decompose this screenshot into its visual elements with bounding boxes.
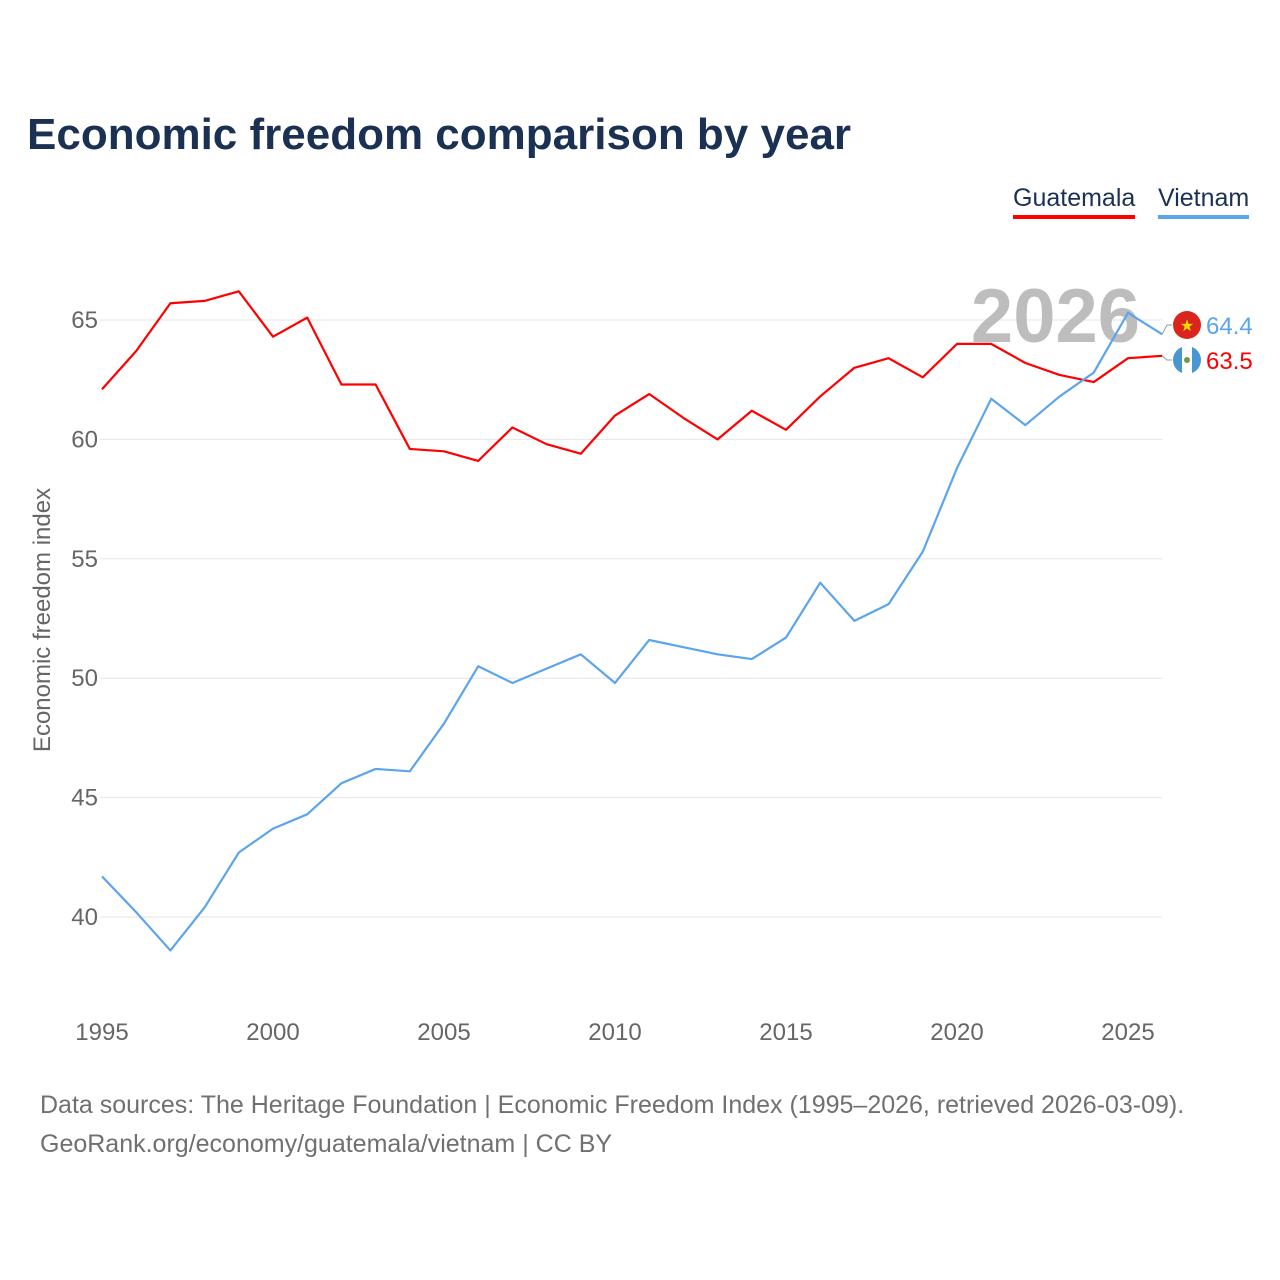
series-line-vietnam: [101, 311, 1163, 952]
end-connector: [1161, 324, 1172, 335]
vietnam-flag-icon: [1173, 311, 1201, 339]
year-watermark: 2026: [971, 274, 1140, 359]
end-connector: [1161, 355, 1172, 361]
x-tick-label: 1995: [75, 1019, 128, 1046]
x-tick-label: 2000: [246, 1019, 299, 1046]
end-value-label: 63.5: [1206, 348, 1253, 375]
y-tick-label: 45: [71, 785, 98, 812]
y-tick-label: 40: [71, 904, 98, 931]
x-tick-label: 2020: [930, 1019, 983, 1046]
legend-guatemala[interactable]: Guatemala: [1013, 184, 1136, 219]
y-tick-label: 65: [71, 307, 98, 334]
x-tick-label: 2005: [417, 1019, 470, 1046]
footer: Data sources: The Heritage Foundation | …: [40, 1086, 1184, 1164]
flag-emblem: [1184, 357, 1190, 363]
footer-credit[interactable]: GeoRank.org/economy/guatemala/vietnam | …: [40, 1130, 613, 1158]
y-tick-label: 60: [71, 426, 98, 453]
series-line-guatemala: [101, 290, 1163, 462]
y-tick-label: 55: [71, 546, 98, 573]
x-tick-label: 2010: [588, 1019, 641, 1046]
x-tick-label: 2015: [759, 1019, 812, 1046]
flag-star: ★: [1180, 318, 1194, 335]
end-value-label: 64.4: [1206, 313, 1253, 340]
y-axis-label: Economic freedom index: [29, 488, 56, 752]
x-tick-label: 2025: [1101, 1019, 1154, 1046]
y-tick-label: 50: [71, 665, 98, 692]
legend-vietnam[interactable]: Vietnam: [1158, 184, 1250, 219]
chart-title: Economic freedom comparison by year: [27, 110, 852, 159]
footer-sources: Data sources: The Heritage Foundation | …: [40, 1091, 1185, 1119]
